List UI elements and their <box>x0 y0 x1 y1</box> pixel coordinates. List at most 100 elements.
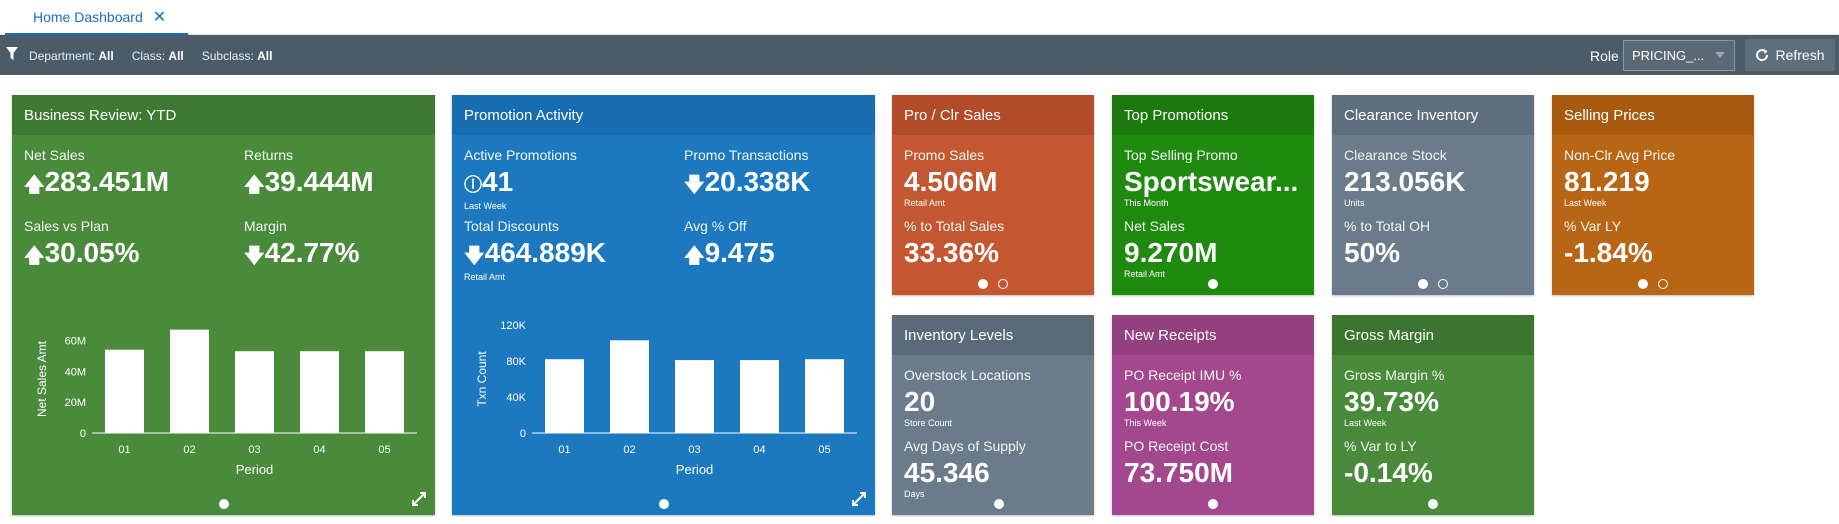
tab-label: Home Dashboard <box>33 8 143 25</box>
tile-title: Gross Margin <box>1332 315 1534 355</box>
page-dot[interactable] <box>1658 279 1668 289</box>
x-tick-label: 05 <box>378 444 390 456</box>
arrow-down-icon: 🡇 <box>684 174 705 196</box>
bar <box>740 360 779 433</box>
y-axis-label: Txn Count <box>475 351 489 407</box>
class-filter[interactable]: Class: All <box>131 49 184 63</box>
role-label: Role <box>1590 48 1619 64</box>
tile-title: Promotion Activity <box>452 95 875 135</box>
page-dot[interactable] <box>998 279 1008 289</box>
y-tick-label: 0 <box>80 428 86 440</box>
role-select[interactable]: PRICING_... <box>1623 40 1735 71</box>
net-sales-metric: Net Sales 🡅283.451M <box>24 147 170 197</box>
promo-transactions-metric: Promo Transactions 🡇20.338K <box>684 147 811 197</box>
bar <box>805 359 844 433</box>
bar <box>675 360 714 433</box>
margin-metric: Margin 🡇42.77% <box>244 218 360 268</box>
page-dot[interactable] <box>1428 499 1438 509</box>
arrow-up-icon: 🡅 <box>24 174 45 196</box>
tile-title: Clearance Inventory <box>1332 95 1534 135</box>
x-axis-label: Period <box>676 462 714 477</box>
po-receipt-imu-metric: PO Receipt IMU % 100.19% This Week <box>1124 367 1242 428</box>
y-tick-label: 20M <box>65 397 86 409</box>
page-dot[interactable] <box>994 499 1004 509</box>
refresh-button[interactable]: Refresh <box>1745 39 1835 71</box>
tile-title: Pro / Clr Sales <box>892 95 1094 135</box>
page-dot[interactable] <box>218 499 229 509</box>
y-tick-label: 120K <box>500 320 526 332</box>
clearance-stock-metric: Clearance Stock 213.056K Units <box>1344 147 1466 208</box>
top-selling-promo-metric: Top Selling Promo Sportswear... This Mon… <box>1124 147 1299 208</box>
x-axis-label: Period <box>236 462 274 477</box>
tile-title: New Receipts <box>1112 315 1314 355</box>
page-dot[interactable] <box>978 279 988 289</box>
role-value: PRICING_... <box>1632 48 1705 63</box>
page-dot[interactable] <box>1208 279 1218 289</box>
page-dot[interactable] <box>1208 499 1218 509</box>
arrow-down-icon: 🡇 <box>244 245 265 267</box>
info-icon: ⓘ <box>464 175 482 195</box>
bar <box>545 359 584 433</box>
pro-clr-sales-tile[interactable]: Pro / Clr Sales Promo Sales 4.506M Retai… <box>892 95 1094 295</box>
pct-var-ly-metric: % Var LY -1.84% <box>1564 218 1653 268</box>
top-promotions-tile[interactable]: Top Promotions Top Selling Promo Sportsw… <box>1112 95 1314 295</box>
tab-home-dashboard[interactable]: Home Dashboard ✕ <box>5 0 189 35</box>
y-axis-label: Net Sales Amt <box>35 340 49 417</box>
clearance-inventory-tile[interactable]: Clearance Inventory Clearance Stock 213.… <box>1332 95 1534 295</box>
arrow-up-icon: 🡅 <box>24 245 45 267</box>
close-icon[interactable]: ✕ <box>152 8 167 26</box>
expand-icon[interactable] <box>851 491 867 507</box>
selling-prices-tile[interactable]: Selling Prices Non-Clr Avg Price 81.219 … <box>1552 95 1754 295</box>
tab-bar: Home Dashboard ✕ <box>0 0 1839 35</box>
sales-vs-plan-metric: Sales vs Plan 🡅30.05% <box>24 218 140 268</box>
tile-title: Top Promotions <box>1112 95 1314 135</box>
promo-sales-metric: Promo Sales 4.506M Retail Amt <box>904 147 998 208</box>
filter-bar: Department: All Class: All Subclass: All… <box>0 35 1839 75</box>
refresh-label: Refresh <box>1775 47 1825 63</box>
inventory-levels-tile[interactable]: Inventory Levels Overstock Locations 20 … <box>892 315 1094 515</box>
x-tick-label: 04 <box>313 444 325 456</box>
non-clr-avg-price-metric: Non-Clr Avg Price 81.219 Last Week <box>1564 147 1676 208</box>
promotion-activity-tile[interactable]: Promotion Activity Active Promotions ⓘ41… <box>452 95 875 515</box>
x-tick-label: 01 <box>118 444 130 456</box>
x-tick-label: 01 <box>558 444 570 456</box>
subclass-filter[interactable]: Subclass: All <box>201 49 273 63</box>
department-filter[interactable]: Department: All <box>29 49 114 63</box>
total-discounts-metric: Total Discounts 🡇464.889K Retail Amt <box>464 218 606 282</box>
expand-icon[interactable] <box>411 491 427 507</box>
tile-title: Inventory Levels <box>892 315 1094 355</box>
avg-days-supply-metric: Avg Days of Supply 45.346 Days <box>904 438 1026 499</box>
chevron-down-icon <box>1715 52 1725 58</box>
x-tick-label: 02 <box>623 444 635 456</box>
y-tick-label: 0 <box>520 428 526 440</box>
x-tick-label: 04 <box>753 444 765 456</box>
bar <box>105 349 144 433</box>
page-dot[interactable] <box>1438 279 1448 289</box>
y-tick-label: 40M <box>65 366 86 378</box>
bar <box>300 351 339 433</box>
refresh-icon <box>1756 49 1769 62</box>
net-sales-chart: 0 20M 40M 60M 01 02 03 04 05 Period Net Sales Amt <box>35 329 417 477</box>
pct-var-to-ly-metric: % Var to LY -0.14% <box>1344 438 1433 488</box>
arrow-up-icon: 🡅 <box>684 245 705 267</box>
x-tick-label: 03 <box>248 444 260 456</box>
gross-margin-tile[interactable]: Gross Margin Gross Margin % 39.73% Last … <box>1332 315 1534 515</box>
txn-count-chart: 0 40K 80K 120K 01 02 03 04 05 Period Txn Count <box>475 320 857 477</box>
active-promotions-metric: Active Promotions ⓘ41 Last Week <box>464 147 577 211</box>
filter-summary[interactable]: Department: All Class: All Subclass: All <box>29 49 272 63</box>
page-dot[interactable] <box>658 499 669 509</box>
business-review-tile[interactable]: Business Review: YTD Net Sales 🡅283.451M… <box>12 95 435 515</box>
page-dot[interactable] <box>1638 279 1648 289</box>
tile-title: Selling Prices <box>1552 95 1754 135</box>
page-dot[interactable] <box>1418 279 1428 289</box>
new-receipts-tile[interactable]: New Receipts PO Receipt IMU % 100.19% Th… <box>1112 315 1314 515</box>
arrow-down-icon: 🡇 <box>464 245 485 267</box>
bar <box>365 351 404 433</box>
filter-icon[interactable] <box>6 47 18 61</box>
gross-margin-pct-metric: Gross Margin % 39.73% Last Week <box>1344 367 1445 428</box>
bar <box>235 351 274 433</box>
net-sales-metric: Net Sales 9.270M Retail Amt <box>1124 218 1218 279</box>
po-receipt-cost-metric: PO Receipt Cost 73.750M <box>1124 438 1233 488</box>
returns-metric: Returns 🡅39.444M <box>244 147 374 197</box>
avg-off-metric: Avg % Off 🡅9.475 <box>684 218 775 268</box>
